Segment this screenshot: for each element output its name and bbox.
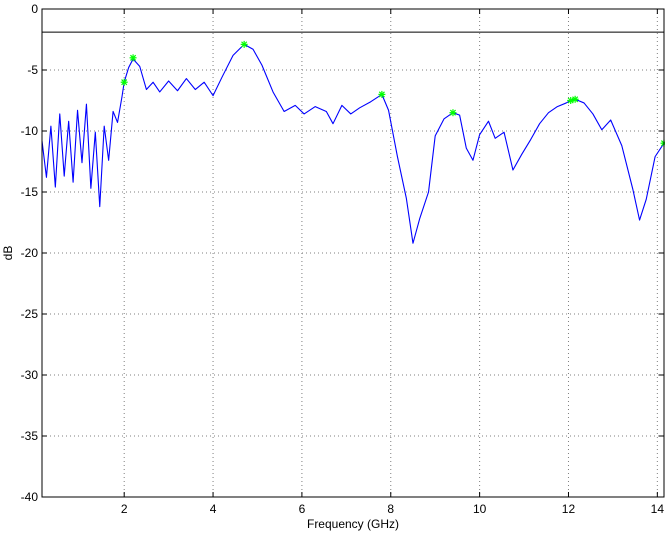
x-tick-label: 6 <box>299 502 306 516</box>
peak-marker-stroke <box>449 109 457 116</box>
peak-marker-stroke <box>378 91 385 98</box>
y-tick-label: -15 <box>21 185 39 199</box>
y-tick-label: -30 <box>21 368 39 382</box>
y-tick-label: 0 <box>31 2 38 16</box>
y-tick-label: -5 <box>27 63 38 77</box>
grid-layer <box>42 9 664 497</box>
x-tick-label: 10 <box>473 502 487 516</box>
peak-marker <box>571 95 579 103</box>
series-line-1 <box>41 43 665 244</box>
peak-marker-stroke <box>121 79 128 86</box>
x-axis-label: Frequency (GHz) <box>307 517 399 531</box>
series-layer <box>41 43 665 244</box>
y-tick-label: -10 <box>21 124 39 138</box>
peak-marker <box>240 40 248 48</box>
plot-background <box>42 9 664 497</box>
tick-layer: 2 4 6 8 10 12 14 0 -5 -10 -15 -20 -25 -30 -35 -40 <box>21 2 665 516</box>
peak-marker <box>129 54 137 62</box>
x-tick-label: 12 <box>562 502 576 516</box>
peak-marker-stroke <box>241 41 248 48</box>
x-tick-label: 4 <box>210 502 217 516</box>
peak-marker-stroke <box>572 96 579 103</box>
x-tick-label: 8 <box>387 502 394 516</box>
y-tick-label: -40 <box>21 490 39 504</box>
peak-marker <box>378 90 386 98</box>
y-tick-label: -20 <box>21 246 39 260</box>
y-tick-label: -25 <box>21 307 39 321</box>
y-tick-label: -35 <box>21 429 39 443</box>
x-tick-label: 14 <box>651 502 665 516</box>
peak-marker-stroke <box>130 54 137 61</box>
peak-marker <box>449 109 457 117</box>
marker-layer <box>120 40 665 147</box>
peak-marker <box>120 78 128 86</box>
x-tick-label: 2 <box>121 502 128 516</box>
y-axis-label: dB <box>1 246 15 261</box>
